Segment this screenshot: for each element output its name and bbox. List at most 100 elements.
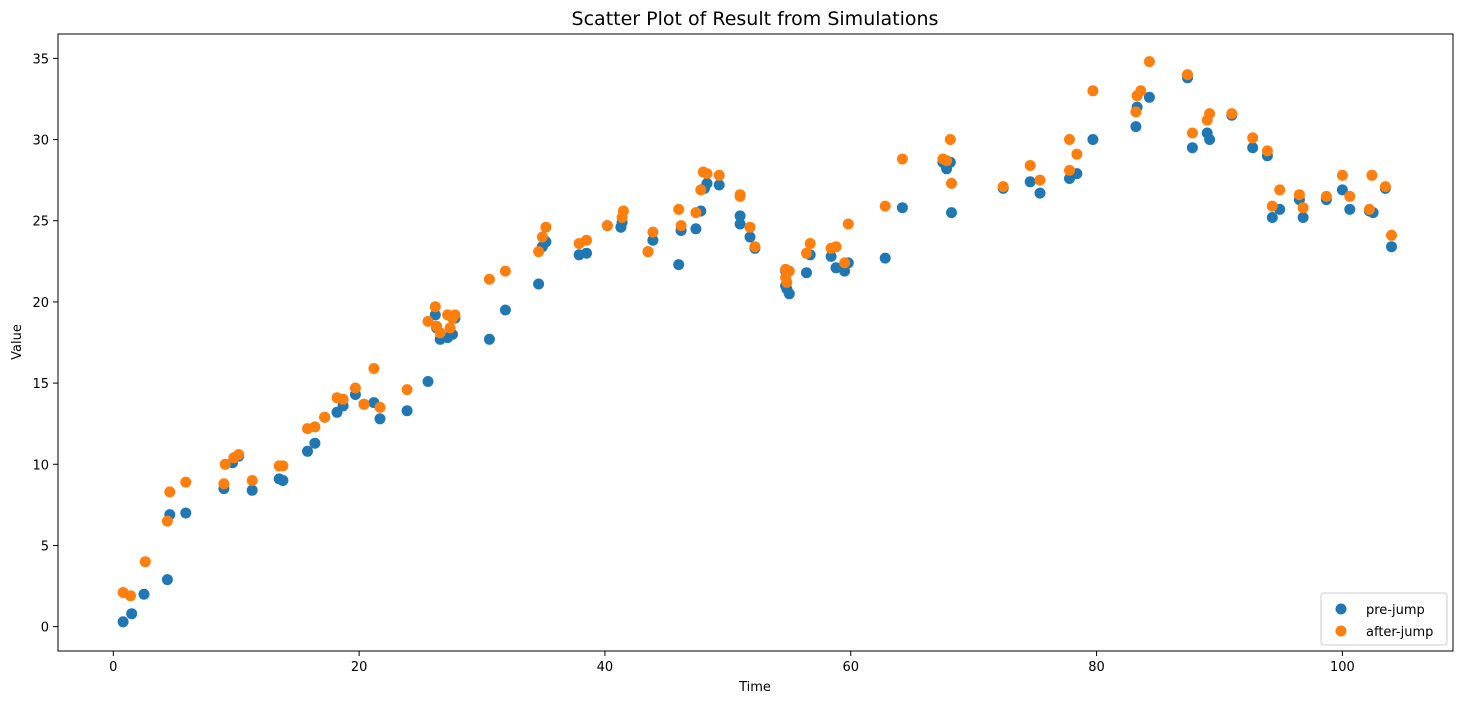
data-point-after-jump bbox=[164, 486, 176, 498]
data-point-pre-jump bbox=[1344, 203, 1356, 215]
data-point-pre-jump bbox=[673, 259, 685, 271]
data-point-pre-jump bbox=[422, 376, 434, 387]
data-point-after-jump bbox=[830, 241, 842, 253]
x-tick-label: 60 bbox=[842, 660, 859, 675]
data-point-after-jump bbox=[734, 190, 746, 202]
data-point-after-jump bbox=[1182, 69, 1193, 81]
data-point-pre-jump bbox=[401, 405, 413, 417]
data-point-after-jump bbox=[1186, 127, 1198, 139]
data-point-after-jump bbox=[944, 134, 956, 145]
data-point-after-jump bbox=[1344, 190, 1356, 202]
data-point-pre-jump bbox=[1143, 91, 1155, 103]
data-point-pre-jump bbox=[839, 265, 851, 277]
data-point-after-jump bbox=[842, 218, 854, 230]
data-point-pre-jump bbox=[690, 223, 702, 235]
data-point-after-jump bbox=[997, 181, 1009, 193]
y-tick-label: 35 bbox=[32, 52, 49, 67]
legend-label-after-jump: after-jump bbox=[1366, 625, 1433, 640]
x-tick-label: 40 bbox=[597, 660, 614, 675]
data-point-after-jump bbox=[434, 327, 446, 339]
data-point-after-jump bbox=[125, 590, 136, 602]
data-point-after-jump bbox=[1071, 148, 1083, 160]
data-point-pre-jump bbox=[801, 267, 812, 279]
data-point-after-jump bbox=[1336, 169, 1348, 181]
data-point-after-jump bbox=[1204, 108, 1216, 120]
data-point-after-jump bbox=[781, 276, 793, 288]
data-point-pre-jump bbox=[825, 250, 837, 262]
x-tick-label: 100 bbox=[1330, 660, 1355, 675]
data-point-after-jump bbox=[1130, 106, 1142, 118]
data-point-after-jump bbox=[540, 221, 552, 233]
data-point-after-jump bbox=[701, 168, 713, 180]
data-point-after-jump bbox=[499, 265, 511, 277]
data-point-after-jump bbox=[783, 265, 795, 277]
data-point-pre-jump bbox=[1266, 212, 1278, 223]
data-point-pre-jump bbox=[277, 475, 289, 486]
data-point-pre-jump bbox=[647, 234, 659, 246]
data-point-after-jump bbox=[1064, 134, 1075, 145]
data-point-after-jump bbox=[839, 257, 851, 269]
data-point-pre-jump bbox=[533, 278, 545, 290]
data-point-after-jump bbox=[601, 220, 613, 232]
data-point-after-jump bbox=[139, 556, 151, 568]
data-point-after-jump bbox=[1064, 164, 1075, 176]
data-point-pre-jump bbox=[830, 262, 842, 274]
data-point-after-jump bbox=[161, 515, 173, 527]
legend-box bbox=[1320, 592, 1448, 646]
data-point-pre-jump bbox=[1024, 176, 1036, 188]
data-point-pre-jump bbox=[1087, 134, 1099, 145]
data-point-pre-jump bbox=[1247, 142, 1259, 154]
y-tick-label: 10 bbox=[32, 458, 49, 473]
legend-marker-pre-jump bbox=[1335, 603, 1347, 615]
data-point-pre-jump bbox=[946, 207, 957, 219]
plot-frame bbox=[57, 33, 1454, 652]
data-point-after-jump bbox=[1297, 202, 1309, 214]
data-point-after-jump bbox=[1386, 229, 1397, 241]
data-point-after-jump bbox=[401, 384, 413, 396]
data-point-after-jump bbox=[1034, 174, 1046, 186]
data-point-after-jump bbox=[744, 221, 756, 233]
data-point-pre-jump bbox=[180, 507, 192, 519]
data-point-after-jump bbox=[804, 238, 816, 249]
x-tick-label: 80 bbox=[1088, 660, 1105, 675]
data-point-after-jump bbox=[1087, 85, 1099, 97]
data-point-after-jump bbox=[1261, 145, 1273, 157]
y-tick-label: 25 bbox=[32, 215, 49, 230]
data-point-pre-jump bbox=[744, 231, 756, 243]
data-point-after-jump bbox=[1024, 160, 1036, 171]
data-point-after-jump bbox=[675, 220, 687, 232]
data-point-after-jump bbox=[801, 247, 812, 259]
data-point-pre-jump bbox=[734, 210, 746, 222]
data-point-after-jump bbox=[647, 226, 659, 238]
data-point-after-jump bbox=[581, 234, 592, 246]
y-tick-label: 15 bbox=[32, 377, 49, 392]
y-tick-label: 5 bbox=[41, 539, 49, 554]
data-point-after-jump bbox=[218, 478, 230, 490]
data-point-after-jump bbox=[1320, 190, 1332, 202]
data-point-after-jump bbox=[1363, 203, 1375, 215]
data-point-pre-jump bbox=[1336, 184, 1348, 196]
data-point-after-jump bbox=[941, 155, 953, 167]
data-point-pre-jump bbox=[1297, 212, 1309, 223]
data-point-after-jump bbox=[695, 184, 707, 196]
data-point-after-jump bbox=[483, 273, 495, 285]
data-point-pre-jump bbox=[138, 588, 150, 600]
data-point-pre-jump bbox=[483, 333, 495, 345]
data-point-pre-jump bbox=[879, 252, 891, 264]
data-point-pre-jump bbox=[581, 247, 592, 259]
data-point-after-jump bbox=[1366, 169, 1378, 181]
data-point-after-jump bbox=[1135, 85, 1147, 97]
data-point-after-jump bbox=[277, 460, 289, 472]
y-tick-label: 0 bbox=[41, 621, 49, 636]
data-point-after-jump bbox=[246, 475, 258, 486]
data-point-after-jump bbox=[349, 382, 361, 394]
data-point-after-jump bbox=[896, 153, 908, 165]
y-tick-label: 30 bbox=[32, 134, 49, 149]
data-point-after-jump bbox=[749, 241, 761, 253]
points-layer bbox=[117, 56, 1397, 628]
data-point-after-jump bbox=[449, 309, 461, 321]
data-point-after-jump bbox=[233, 449, 245, 460]
x-axis-ticks: 0 20 40 60 80 100 bbox=[109, 651, 1355, 675]
data-point-after-jump bbox=[713, 169, 725, 181]
